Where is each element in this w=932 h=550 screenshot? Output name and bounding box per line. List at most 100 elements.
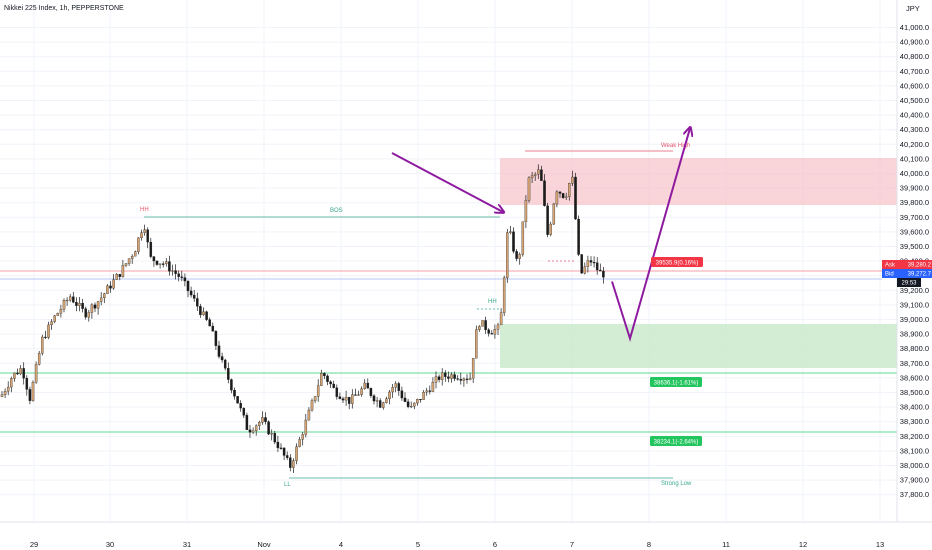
candle[interactable] — [16, 368, 19, 375]
candle[interactable] — [599, 263, 602, 272]
candle[interactable] — [106, 284, 109, 294]
candle[interactable] — [180, 270, 184, 282]
candle[interactable] — [490, 330, 494, 335]
target-badge-1[interactable]: 39535.9(0.16%) — [651, 257, 703, 267]
candle[interactable] — [304, 413, 308, 438]
candle[interactable] — [351, 389, 354, 409]
candle[interactable] — [258, 420, 261, 430]
candle[interactable] — [0, 391, 4, 398]
candle[interactable] — [44, 330, 47, 340]
candle[interactable] — [168, 255, 171, 276]
candle[interactable] — [546, 202, 549, 238]
candle[interactable] — [121, 259, 125, 278]
candle[interactable] — [242, 407, 246, 418]
candle[interactable] — [254, 424, 258, 436]
candle[interactable] — [28, 386, 32, 405]
candle[interactable] — [422, 390, 425, 400]
candle[interactable] — [301, 431, 304, 446]
candle[interactable] — [264, 412, 267, 425]
candle[interactable] — [93, 302, 97, 313]
candle[interactable] — [416, 398, 419, 406]
candle[interactable] — [568, 182, 571, 201]
candle[interactable] — [199, 303, 202, 318]
candle[interactable] — [81, 298, 84, 313]
candle[interactable] — [192, 289, 196, 302]
candle[interactable] — [6, 381, 10, 396]
candle[interactable] — [385, 396, 388, 404]
candle[interactable] — [444, 370, 447, 382]
candle[interactable] — [555, 190, 559, 208]
candle[interactable] — [524, 195, 528, 229]
candle[interactable] — [112, 274, 115, 290]
candle[interactable] — [347, 396, 351, 410]
candle[interactable] — [561, 192, 565, 199]
candle[interactable] — [366, 378, 370, 389]
candle[interactable] — [453, 371, 456, 382]
candle[interactable] — [595, 257, 599, 275]
candle[interactable] — [90, 303, 94, 319]
candle[interactable] — [307, 407, 311, 421]
candle[interactable] — [428, 385, 432, 395]
candle[interactable] — [149, 237, 153, 259]
candle[interactable] — [580, 254, 583, 274]
candle[interactable] — [177, 270, 180, 282]
candle[interactable] — [456, 375, 459, 381]
candle[interactable] — [137, 237, 140, 255]
candle[interactable] — [217, 340, 221, 359]
candle[interactable] — [589, 256, 593, 267]
candle[interactable] — [341, 396, 345, 403]
candle[interactable] — [267, 420, 270, 435]
candle[interactable] — [543, 174, 546, 207]
candle[interactable] — [496, 322, 500, 335]
candle[interactable] — [3, 388, 7, 399]
candle[interactable] — [196, 292, 199, 312]
target-badge-3[interactable]: 38234.1(-2.64%) — [650, 436, 702, 446]
candle[interactable] — [391, 383, 394, 398]
candle[interactable] — [509, 225, 512, 235]
candle[interactable] — [326, 374, 329, 386]
candle[interactable] — [146, 227, 149, 249]
candle[interactable] — [245, 412, 249, 431]
candle[interactable] — [298, 436, 301, 448]
candle[interactable] — [382, 401, 385, 410]
candle[interactable] — [354, 388, 357, 396]
candle[interactable] — [152, 256, 156, 267]
candle[interactable] — [236, 396, 239, 404]
candle[interactable] — [115, 273, 118, 281]
candle[interactable] — [577, 215, 580, 257]
candle[interactable] — [375, 397, 379, 408]
candle[interactable] — [583, 262, 587, 275]
candle[interactable] — [332, 380, 335, 389]
candle[interactable] — [506, 228, 509, 283]
candle[interactable] — [400, 386, 404, 401]
candle[interactable] — [127, 258, 131, 266]
bid-badge[interactable]: Bid 39,272.7 — [882, 269, 932, 278]
candle[interactable] — [87, 309, 91, 322]
candle[interactable] — [140, 229, 143, 241]
candle[interactable] — [372, 394, 376, 405]
candle[interactable] — [233, 387, 236, 400]
candle[interactable] — [478, 325, 481, 332]
candle[interactable] — [471, 358, 475, 384]
candle[interactable] — [183, 273, 187, 287]
candle[interactable] — [394, 381, 397, 393]
candle[interactable] — [459, 372, 463, 385]
candle[interactable] — [279, 443, 283, 450]
candle[interactable] — [65, 297, 69, 306]
target-badge-2[interactable]: 38636.1(-1.61%) — [650, 377, 702, 387]
candle[interactable] — [31, 380, 35, 402]
candle[interactable] — [276, 436, 280, 452]
candle[interactable] — [558, 191, 562, 198]
candle[interactable] — [450, 372, 453, 383]
candle[interactable] — [413, 402, 416, 410]
candle[interactable] — [335, 384, 339, 400]
candle[interactable] — [118, 274, 122, 281]
candle[interactable] — [313, 396, 317, 404]
candle[interactable] — [214, 330, 218, 351]
candle[interactable] — [592, 256, 596, 268]
candle[interactable] — [363, 379, 366, 390]
candle[interactable] — [270, 429, 273, 441]
candle[interactable] — [320, 369, 323, 386]
candle[interactable] — [602, 266, 605, 284]
candle[interactable] — [285, 451, 289, 460]
